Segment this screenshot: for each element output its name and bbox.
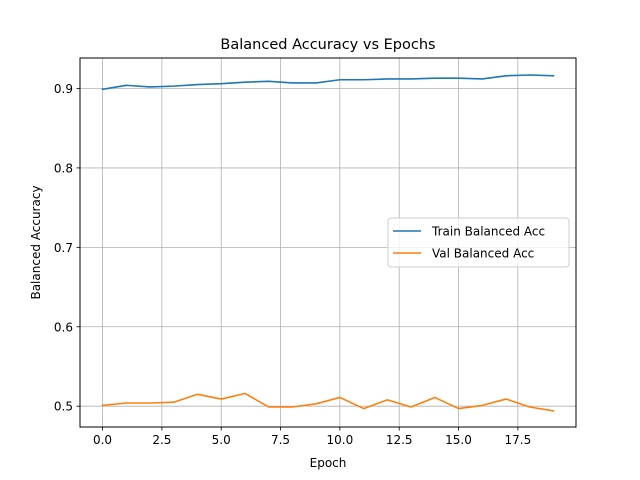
x-tick-label: 5.0 xyxy=(212,433,231,447)
legend-label: Train Balanced Acc xyxy=(431,225,545,239)
series-line xyxy=(101,74,555,91)
y-tick-label: 0.7 xyxy=(54,241,73,255)
x-tick-label: 2.5 xyxy=(152,433,171,447)
plot-frame xyxy=(79,57,577,428)
series-line xyxy=(101,392,555,412)
y-tick-label: 0.9 xyxy=(54,82,73,96)
x-tick-label: 10.0 xyxy=(327,433,354,447)
legend-label: Val Balanced Acc xyxy=(432,247,534,261)
ticks: 0.0 2.5 5.0 7.5 10.0 12.5 15.0 17.5 0.5 0.6 0.7 0.8… xyxy=(54,82,531,447)
x-axis-title: Epoch xyxy=(310,456,347,470)
x-tick-label: 15.0 xyxy=(445,433,472,447)
x-tick-label: 12.5 xyxy=(386,433,413,447)
legend: Train Balanced Acc Val Balanced Acc xyxy=(387,217,570,268)
x-tick-label: 17.5 xyxy=(504,433,531,447)
x-tick-label: 0.0 xyxy=(93,433,112,447)
chart-title: Balanced Accuracy vs Epochs xyxy=(220,37,435,53)
y-tick-label: 0.8 xyxy=(54,161,73,175)
y-axis-title: Balanced Accuracy xyxy=(29,185,43,299)
y-tick-label: 0.6 xyxy=(54,320,73,334)
legend-box xyxy=(387,217,570,268)
y-tick-label: 0.5 xyxy=(54,400,73,414)
series-layer xyxy=(101,74,555,412)
x-tick-label: 7.5 xyxy=(271,433,290,447)
